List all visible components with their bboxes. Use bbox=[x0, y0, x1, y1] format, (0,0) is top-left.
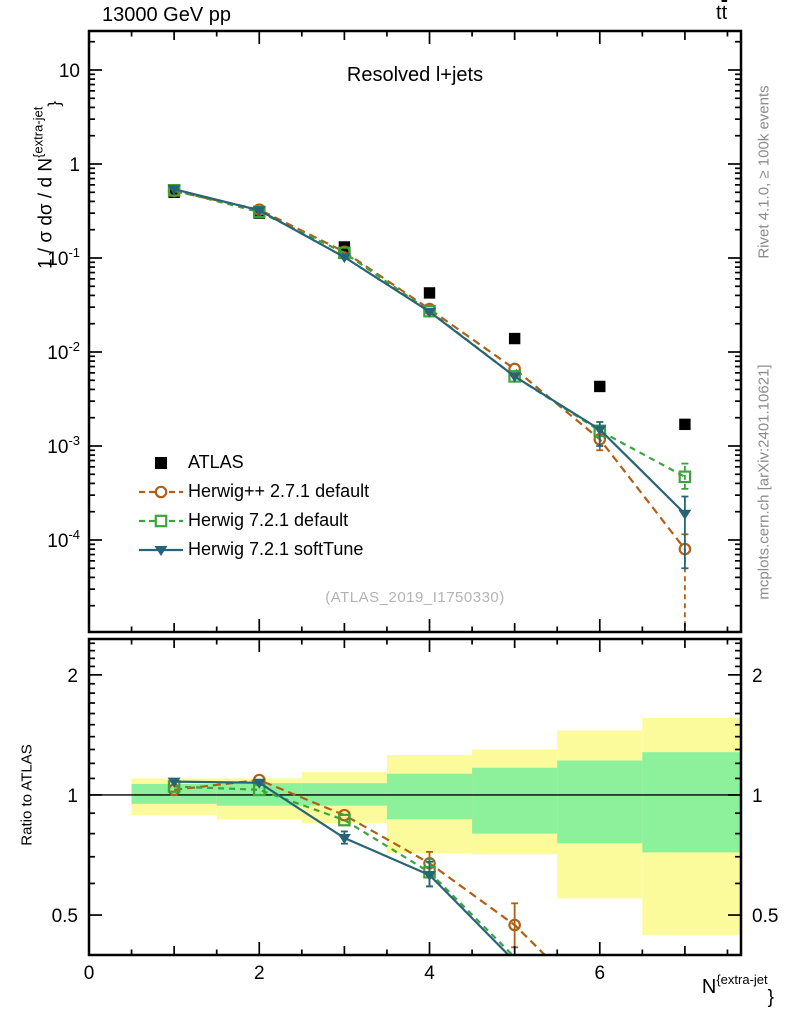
ratio-y-axis-label: Ratio to ATLAS bbox=[18, 744, 36, 846]
svg-text:6: 6 bbox=[594, 963, 605, 984]
main-series bbox=[167, 184, 692, 632]
svg-text:2: 2 bbox=[254, 963, 265, 984]
legend-item-herwig7-default: Herwig 7.2.1 default bbox=[138, 506, 369, 535]
svg-text:1: 1 bbox=[752, 786, 763, 807]
legend-label: ATLAS bbox=[188, 452, 244, 472]
series-main bbox=[167, 184, 692, 490]
svg-text:0: 0 bbox=[84, 963, 95, 984]
analysis-watermark: (ATLAS_2019_I1750330) bbox=[325, 589, 505, 606]
ratio-uncertainty-bands bbox=[89, 717, 741, 935]
svg-text:4: 4 bbox=[424, 963, 435, 984]
mcplots-credit: mcplots.cern.ch [arXiv:2401.10621] bbox=[755, 364, 773, 600]
legend-label: Herwig 7.2.1 default bbox=[188, 510, 349, 530]
herwig7-default-marker-icon bbox=[138, 513, 184, 529]
legend: ATLAS Herwig++ 2.7.1 default Herwig 7.2.… bbox=[138, 448, 369, 564]
legend-item-herwigpp-default: Herwig++ 2.7.1 default bbox=[138, 477, 369, 506]
legend-label: Herwig 7.2.1 softTune bbox=[188, 539, 364, 559]
rivet-version-credit: Rivet 4.1.0, ≥ 100k events bbox=[755, 85, 773, 259]
svg-text:2: 2 bbox=[752, 666, 763, 687]
svg-text:10-4: 10-4 bbox=[47, 527, 80, 552]
svg-text:2: 2 bbox=[67, 666, 78, 687]
legend-item-atlas: ATLAS bbox=[138, 448, 369, 477]
svg-text:1: 1 bbox=[67, 786, 78, 807]
herwigpp-marker-icon bbox=[138, 484, 184, 500]
legend-item-herwig7-softtune: Herwig 7.2.1 softTune bbox=[138, 535, 369, 564]
beam-energy-title: 13000 GeV pp bbox=[102, 4, 231, 26]
axis-frame bbox=[87, 29, 743, 957]
series-main bbox=[167, 185, 692, 570]
svg-text:1: 1 bbox=[69, 155, 80, 176]
main-y-axis-label: 1 / σ dσ / d N{extra-jet} bbox=[30, 100, 64, 270]
svg-text:10-1: 10-1 bbox=[47, 245, 80, 270]
herwig7-softtune-marker-icon bbox=[138, 542, 184, 558]
svg-text:0.5: 0.5 bbox=[752, 906, 778, 927]
plot-subtitle: Resolved l+jets bbox=[346, 64, 484, 86]
svg-text:10-3: 10-3 bbox=[47, 433, 80, 458]
x-axis-label: N{extra-jet} bbox=[701, 972, 774, 1008]
process-title: tt bbox=[716, 2, 728, 24]
svg-text:0.5: 0.5 bbox=[52, 906, 78, 927]
legend-label: Herwig++ 2.7.1 default bbox=[188, 481, 370, 501]
svg-text:10: 10 bbox=[59, 61, 80, 82]
atlas-marker-icon bbox=[138, 455, 184, 471]
ratio-series bbox=[167, 773, 547, 955]
svg-text:10-2: 10-2 bbox=[47, 339, 80, 364]
tick-labels: 10 1 10-1 10-2 10-3 10-4 2 2 1 1 0.5 0.5 0 2 4 6 bbox=[47, 61, 778, 984]
series-ratio bbox=[167, 777, 511, 955]
